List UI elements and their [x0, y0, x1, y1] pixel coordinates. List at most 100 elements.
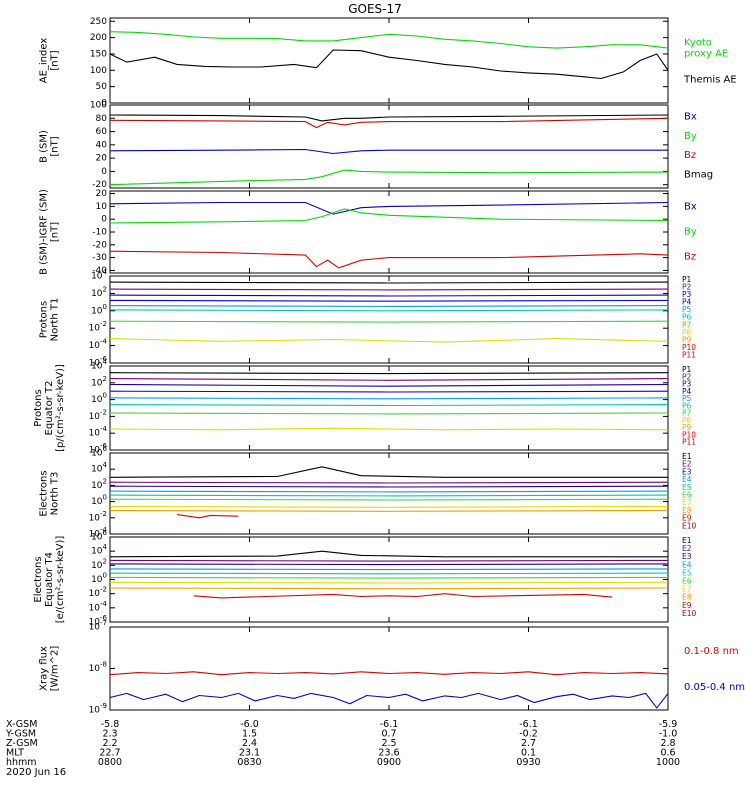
y-tick-label: 10-4	[89, 338, 108, 352]
series-line	[109, 294, 669, 297]
series-line	[109, 372, 669, 375]
y-tick-label: -20	[92, 180, 107, 190]
legend-label: 0.1-0.8 nm	[684, 646, 739, 657]
legend-label: P3	[682, 380, 692, 389]
plot-frame	[109, 17, 669, 104]
legend-label: P11	[682, 350, 696, 359]
series-line	[109, 572, 669, 575]
y-axis-label: [nT]	[50, 50, 61, 70]
legend-label: E4	[682, 475, 692, 484]
legend-label: E3	[682, 467, 692, 476]
y-axis-label: [e/(cm²-s-sr-keV)]	[55, 536, 66, 624]
ephemeris-value: -6.0	[240, 719, 259, 730]
ephemeris-value: 1.5	[242, 729, 257, 740]
y-tick-label: 10-8	[89, 661, 107, 675]
y-tick-label: 10-2	[89, 408, 107, 422]
series-line	[109, 390, 669, 393]
series-line	[193, 593, 613, 599]
y-tick-label: 102	[91, 375, 107, 389]
ephemeris-row-label: Y-GSM	[5, 729, 36, 740]
legend-label: P4	[682, 298, 692, 307]
series-line	[109, 49, 669, 80]
panel-2: -20 0 20 40 60 80 100 B (SM) [nT] Bx By Bz Bmag	[39, 101, 714, 191]
y-tick-label: 104	[91, 543, 107, 557]
ephemeris-row-label: X-GSM	[6, 719, 37, 730]
legend-label: E2	[682, 544, 692, 553]
y-tick-label: -30	[92, 253, 107, 263]
y-axis-label: Xray flux	[39, 646, 50, 691]
y-axis-label: AE_index	[39, 38, 50, 84]
y-tick-label: 100	[91, 392, 107, 406]
series-line	[109, 397, 669, 400]
legend-label: E8	[682, 593, 692, 602]
series-line	[109, 550, 668, 558]
series-line	[109, 309, 669, 312]
legend-label: P7	[682, 320, 692, 329]
series-line	[109, 281, 669, 284]
legend-label: Bmag	[684, 169, 713, 180]
y-axis-label: [W/m^2]	[50, 646, 61, 692]
series-line	[109, 481, 669, 484]
legend-label: By	[684, 226, 697, 237]
legend-label: P1	[682, 275, 692, 284]
series-line	[109, 568, 669, 571]
y-tick-label: -40	[92, 266, 107, 276]
ephemeris-value: -0.2	[519, 729, 538, 740]
legend-label: E7	[682, 585, 692, 594]
y-tick-label: 200	[90, 33, 107, 43]
legend-label: E6	[682, 577, 692, 586]
series-line	[109, 671, 669, 676]
y-tick-label: 102	[91, 285, 107, 299]
y-tick-label: 0	[101, 167, 107, 177]
y-tick-label: 0	[101, 99, 107, 109]
legend-label: Bx	[684, 111, 697, 122]
legend-label: E1	[682, 536, 692, 545]
y-tick-label: 50	[96, 82, 108, 92]
legend-label: Kyoto	[684, 38, 712, 49]
y-tick-label: 10-9	[89, 702, 107, 716]
ephemeris-value: 1000	[656, 757, 680, 768]
y-axis-label: North T3	[50, 472, 61, 516]
series-line	[109, 148, 668, 155]
ephemeris-value: 0930	[516, 757, 540, 768]
y-tick-label: 20	[96, 154, 108, 164]
y-axis-label: Protons	[39, 301, 50, 338]
y-tick-label: 10-2	[89, 586, 107, 600]
ephemeris-value: 0.6	[660, 748, 675, 759]
legend-label: E9	[682, 514, 692, 523]
legend-label: P1	[682, 365, 692, 374]
y-tick-label: -10	[92, 228, 107, 238]
y-tick-label: 104	[91, 461, 107, 475]
y-axis-label: B (SM)-IGRF (SM)	[39, 189, 50, 275]
legend-label: P5	[682, 394, 692, 403]
series-line	[109, 427, 669, 431]
ephemeris-value: 22.7	[99, 748, 120, 759]
series-line	[109, 563, 669, 566]
series-line	[109, 559, 669, 562]
legend-label: P5	[682, 305, 692, 314]
y-tick-label: 150	[90, 49, 107, 59]
series-line	[109, 466, 668, 478]
ephemeris-value: -5.9	[659, 719, 678, 730]
panel-3: -40 -30 -20 -10 0 10 20 B (SM)-IGRF (SM) [nT] Bx B…	[39, 189, 697, 276]
date-label: 2020 Jun 16	[6, 767, 66, 778]
ephemeris-value: 23.6	[378, 748, 399, 759]
ephemeris-value: 2.4	[242, 738, 257, 749]
ephemeris-value: 2.8	[660, 738, 675, 749]
y-tick-label: 102	[91, 557, 107, 571]
y-axis-label: [nT]	[50, 136, 61, 156]
series-line	[109, 383, 669, 387]
legend-label: E3	[682, 552, 692, 561]
legend-label: P4	[682, 387, 692, 396]
series-line	[109, 509, 669, 512]
y-axis-label: Electrons	[33, 556, 44, 602]
y-tick-label: 102	[91, 477, 107, 491]
ephemeris-value: 2.3	[102, 729, 117, 740]
legend-label: proxy AE	[684, 49, 728, 60]
legend-label: 0.05-0.4 nm	[684, 682, 745, 693]
ephemeris-value: 0830	[237, 757, 261, 768]
legend-label: P11	[682, 438, 696, 447]
series-line	[176, 514, 239, 519]
